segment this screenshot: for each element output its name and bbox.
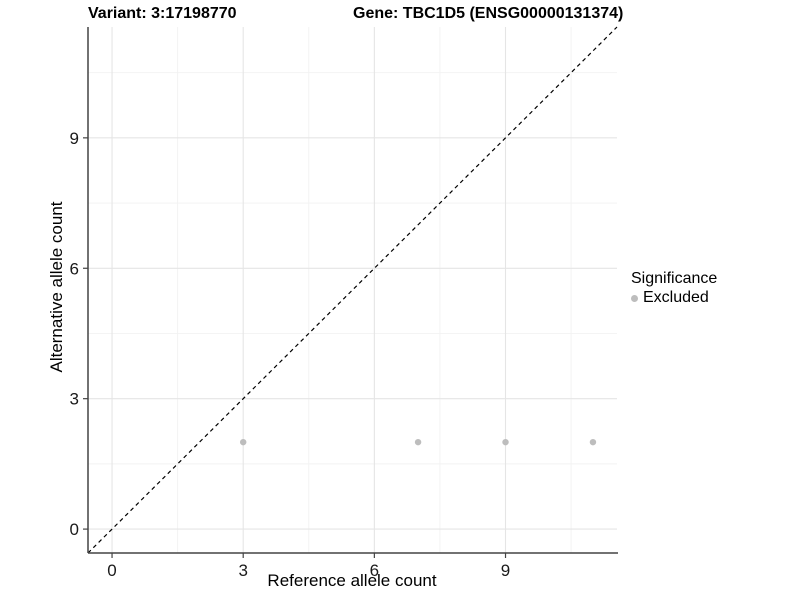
data-point <box>240 438 247 446</box>
data-point <box>414 438 422 446</box>
y-axis-title: Alternative allele count <box>47 201 66 373</box>
variant-title: Variant: 3:17198770 <box>88 5 237 22</box>
y-tick-label: 0 <box>70 520 79 539</box>
y-tick-label: 3 <box>70 390 79 409</box>
y-tick-label: 6 <box>70 259 79 278</box>
x-tick-label: 0 <box>107 561 116 580</box>
identity-line <box>87 26 618 554</box>
legend-item-excluded: Excluded <box>631 289 717 307</box>
x-tick-label: 6 <box>370 561 379 580</box>
data-point <box>589 438 597 446</box>
data-point <box>502 438 509 446</box>
x-axis-title: Reference allele count <box>267 571 437 590</box>
y-tick-label: 9 <box>70 129 79 148</box>
legend-item-label: Excluded <box>643 289 709 306</box>
gene-title: Gene: TBC1D5 (ENSG00000131374) <box>353 5 624 22</box>
excluded-point-icon <box>631 294 638 302</box>
legend-title: Significance <box>631 270 718 287</box>
x-tick-label: 3 <box>238 561 247 580</box>
x-tick-label: 9 <box>501 561 510 580</box>
legend: Significance Excluded <box>631 270 717 307</box>
